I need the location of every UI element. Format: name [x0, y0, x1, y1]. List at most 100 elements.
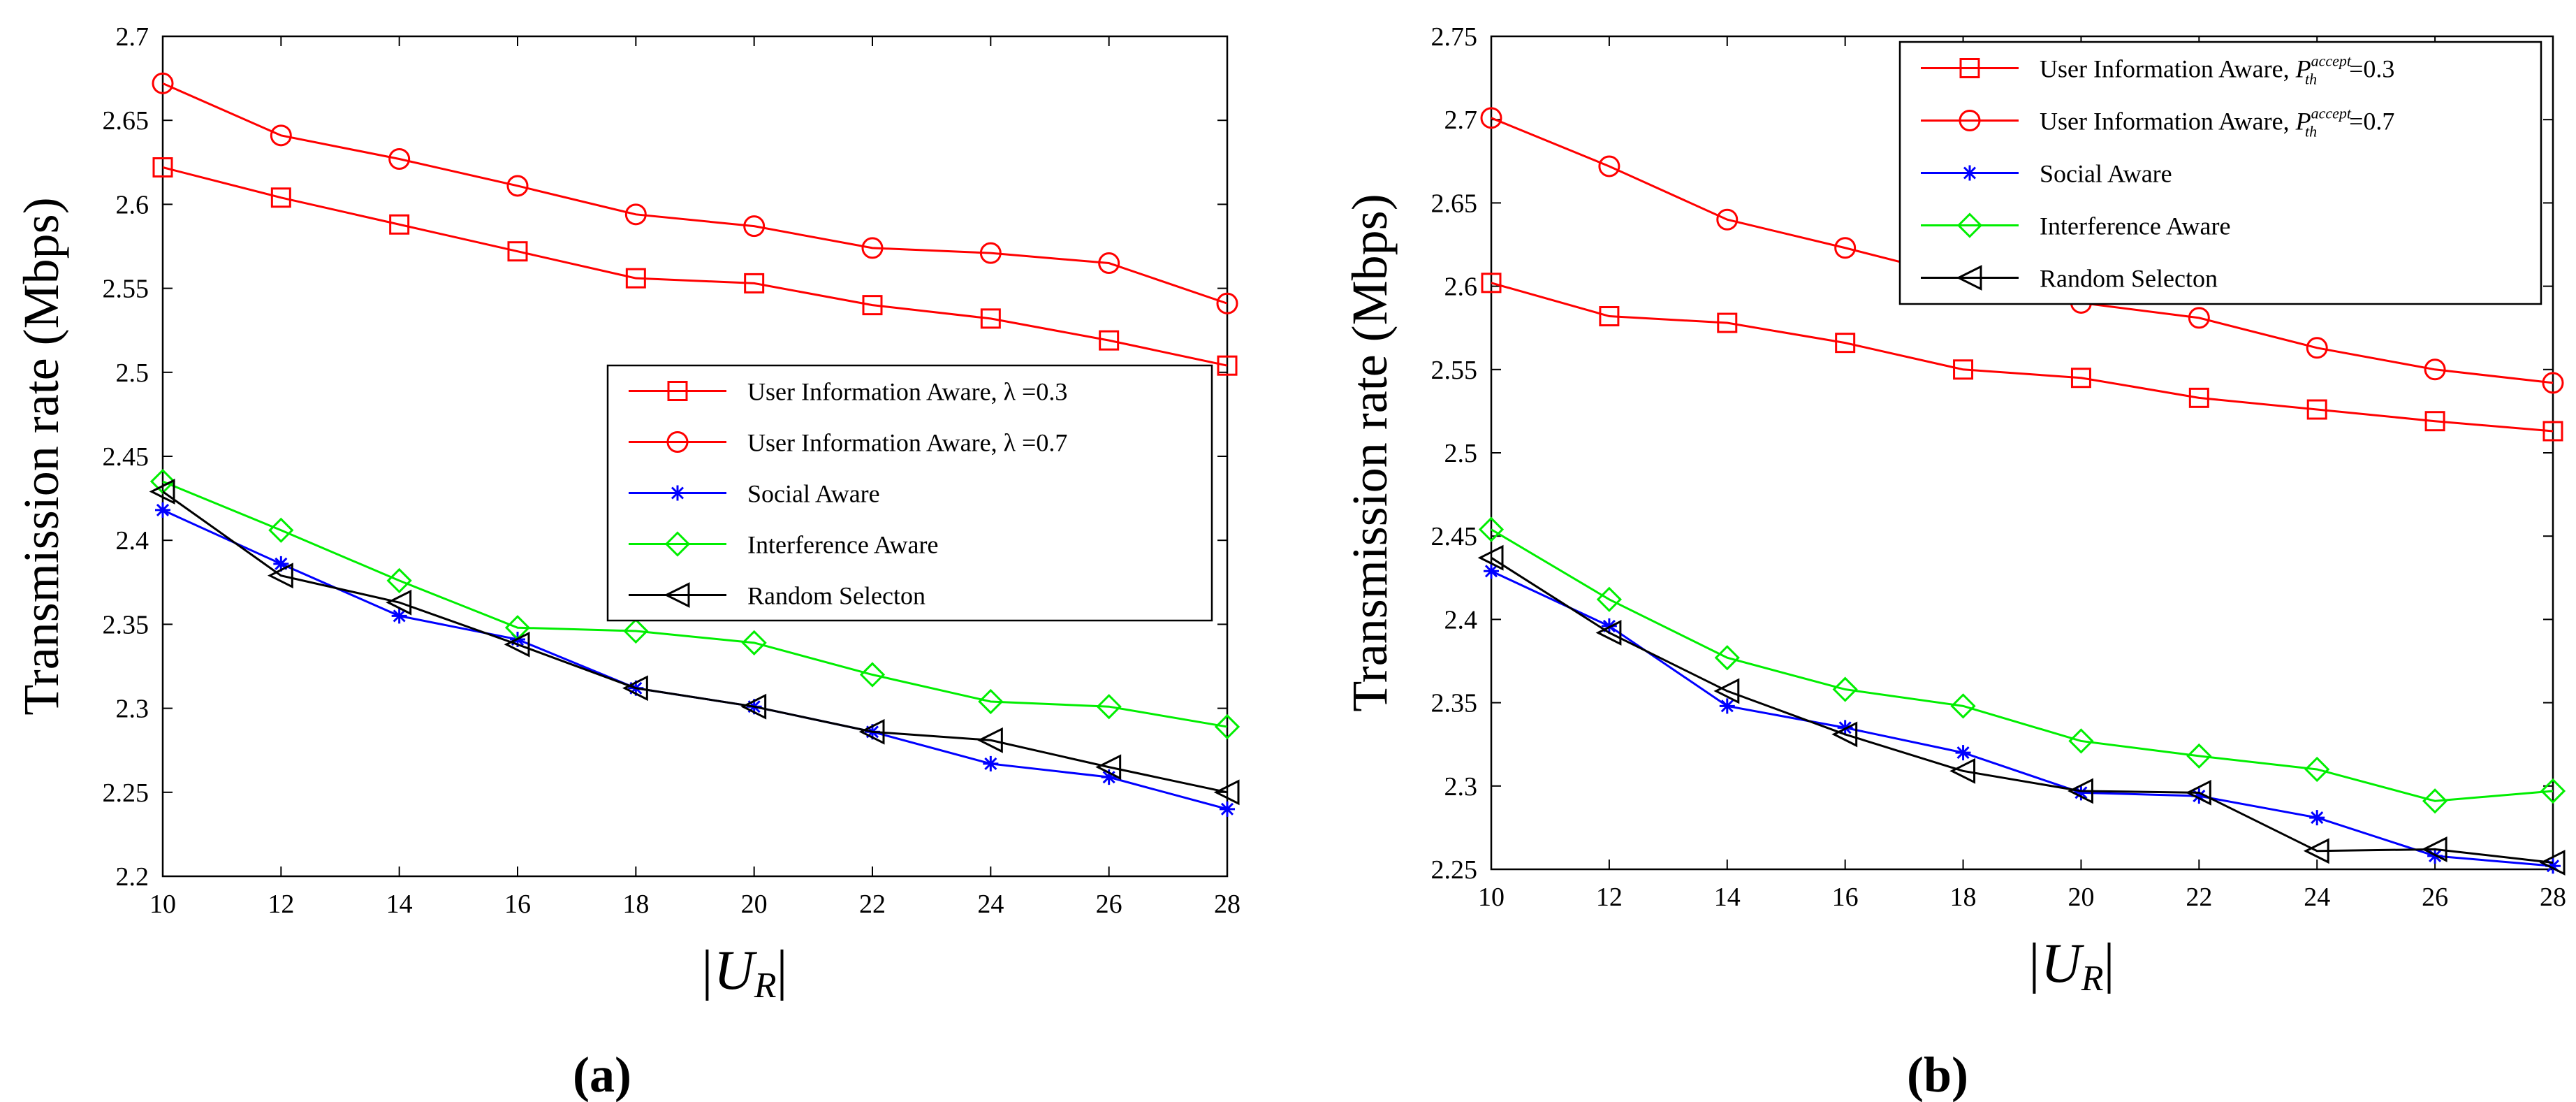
x-tick-label: 28: [2540, 883, 2566, 912]
data-point: [1713, 678, 1740, 704]
x-tick-label: 24: [2304, 883, 2330, 912]
series-line: [162, 166, 1228, 367]
data-point: [1213, 779, 1240, 806]
y-tick-label: 2.35: [1431, 689, 1478, 718]
data-point: [1220, 801, 1235, 817]
data-point: [1484, 563, 1499, 579]
y-tick-label: 2.7: [1444, 106, 1478, 135]
x-tick-label: 14: [1714, 883, 1741, 912]
data-point: [388, 147, 411, 170]
data-point: [2068, 728, 2094, 754]
data-point: [152, 157, 173, 178]
data-point: [2186, 743, 2212, 769]
legend-label: User Information Aware, Paccept th =0.7: [2040, 105, 2394, 140]
legend-marker: [1959, 110, 1981, 131]
data-point: [389, 214, 410, 235]
data-point: [2545, 858, 2561, 874]
y-tick-label: 2.5: [116, 358, 149, 388]
y-tick-label: 2.45: [103, 442, 149, 472]
chart-panel-b: 10 12 14 16 18 20 22 24 26 28 2.25 2.3 2.35 2.4 2.45 2.…: [1342, 22, 2566, 1102]
panel-label: (a): [573, 1047, 631, 1102]
data-point: [2424, 411, 2445, 432]
data-point: [1716, 208, 1739, 231]
data-point: [1217, 355, 1238, 376]
legend-marker: [664, 531, 691, 557]
data-point: [1596, 586, 1623, 612]
data-point: [1480, 107, 1502, 129]
legend-label: Social Aware: [2040, 160, 2172, 188]
data-point: [386, 589, 412, 616]
x-tick-label: 16: [1832, 883, 1859, 912]
data-point: [1955, 745, 1971, 761]
data-point: [2309, 810, 2325, 826]
y-tick-label: 2.3: [116, 695, 149, 724]
data-point: [1599, 306, 1620, 327]
y-tick-label: 2.25: [103, 778, 149, 808]
data-point: [858, 718, 885, 745]
y-tick-label: 2.65: [1431, 189, 1478, 218]
data-point: [862, 295, 883, 316]
data-point: [1719, 698, 1735, 714]
data-point: [155, 502, 170, 518]
data-point: [1835, 333, 1856, 354]
y-tick-label: 2.55: [1431, 356, 1478, 385]
x-tick-label: 10: [1478, 883, 1505, 912]
data-point: [2421, 836, 2447, 862]
x-tick-label: 22: [2186, 883, 2212, 912]
data-point: [1096, 694, 1122, 720]
legend: User Information Aware, Paccept th =0.3 Use…: [1898, 41, 2542, 305]
y-tick-label: 2.2: [116, 862, 149, 892]
data-point: [623, 618, 649, 644]
data-point: [386, 567, 412, 594]
legend-marker: [1956, 265, 1982, 291]
data-point: [1099, 330, 1120, 351]
legend-label: Interference Aware: [747, 531, 939, 559]
x-tick-label: 20: [741, 890, 768, 919]
y-tick-label: 2.3: [1444, 772, 1478, 802]
legend-label: User Information Aware, λ =0.3: [747, 378, 1067, 406]
data-point: [1095, 754, 1122, 781]
y-tick-label: 2.65: [103, 106, 149, 136]
data-point: [149, 479, 175, 505]
data-point: [1832, 676, 1858, 702]
data-point: [743, 215, 766, 238]
series-line: [162, 82, 1228, 305]
data-point: [1595, 620, 1622, 646]
series-line: [1491, 528, 2554, 802]
data-point: [2539, 850, 2566, 876]
legend-label: User Information Aware, Paccept th =0.3: [2040, 52, 2394, 88]
data-point: [2306, 337, 2328, 359]
data-point: [859, 662, 886, 688]
series-2: [1484, 563, 2561, 874]
data-point: [976, 727, 1003, 753]
data-point: [1950, 693, 1976, 719]
legend-marker: [1956, 212, 1983, 238]
x-tick-label: 12: [268, 890, 294, 919]
x-tick-label: 26: [1096, 890, 1122, 919]
data-point: [2073, 785, 2089, 801]
series-line: [1491, 282, 2554, 433]
data-point: [1717, 312, 1738, 333]
data-point: [2306, 399, 2327, 420]
data-point: [1216, 292, 1238, 314]
data-point: [391, 608, 407, 624]
data-point: [1714, 645, 1740, 671]
y-tick-label: 2.45: [1431, 522, 1478, 551]
series-4: [149, 479, 1240, 806]
data-point: [1098, 252, 1120, 275]
legend-label: Random Selecton: [2040, 265, 2218, 293]
data-point: [980, 308, 1001, 329]
data-point: [1477, 544, 1504, 571]
x-tick-label: 26: [2422, 883, 2448, 912]
data-point: [2424, 358, 2446, 381]
y-axis-label: Transmission rate (Mbps): [1342, 194, 1398, 711]
data-point: [273, 556, 289, 572]
legend-label: Random Selecton: [747, 582, 925, 610]
data-point: [506, 175, 529, 197]
x-tick-label: 24: [977, 890, 1004, 919]
series-4: [1477, 544, 2566, 876]
series-line: [1491, 570, 2554, 867]
data-point: [1481, 273, 1502, 293]
data-point: [2188, 307, 2210, 329]
